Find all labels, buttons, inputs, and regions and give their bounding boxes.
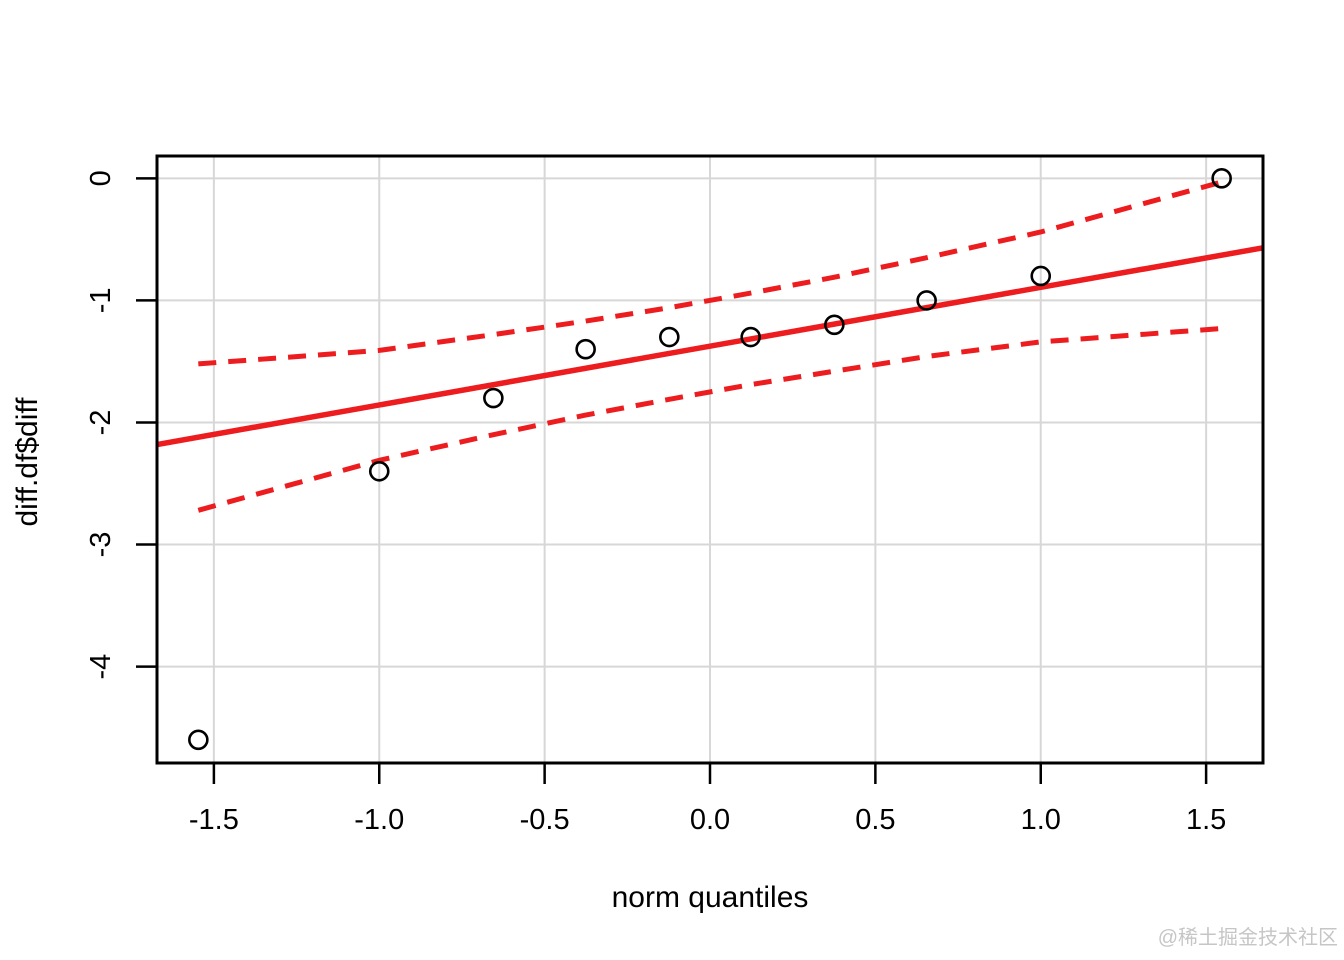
x-tick-label: -1.0 xyxy=(354,804,404,836)
data-point xyxy=(916,290,937,311)
data-point xyxy=(1211,168,1232,189)
y-tick-label: 0 xyxy=(85,170,117,186)
y-tick-label: -1 xyxy=(85,287,117,313)
data-point xyxy=(575,338,596,360)
envelope-upper-line xyxy=(198,179,1223,367)
data-point xyxy=(1030,265,1052,287)
envelope-lower-line xyxy=(197,326,1222,513)
x-tick-label: 1.5 xyxy=(1186,804,1226,836)
y-tick-label: -2 xyxy=(85,410,117,436)
data-point xyxy=(659,326,680,348)
data-point xyxy=(824,314,845,336)
y-tick-label: -3 xyxy=(85,532,117,558)
data-point xyxy=(368,460,390,482)
x-tick-label: 0.0 xyxy=(690,804,730,836)
reference-line xyxy=(156,245,1264,448)
data-point xyxy=(740,326,761,348)
y-axis-label: diff.df$diff xyxy=(11,397,44,527)
y-tick-label: -4 xyxy=(85,654,117,680)
x-tick-label: 1.0 xyxy=(1021,804,1061,836)
data-point xyxy=(483,387,504,409)
x-tick-label: -1.5 xyxy=(189,804,239,836)
x-axis-label: norm quantiles xyxy=(611,881,809,914)
x-tick-label: -0.5 xyxy=(520,804,570,836)
plot-border xyxy=(155,154,1265,765)
data-point xyxy=(188,729,209,751)
watermark: @稀土掘金技术社区 xyxy=(1157,927,1338,949)
x-tick-label: 0.5 xyxy=(855,804,895,836)
